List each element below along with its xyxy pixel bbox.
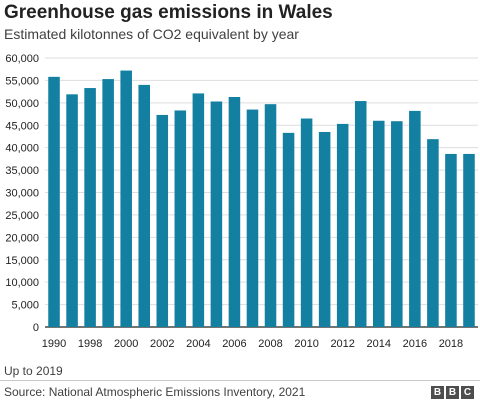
bar-2007 (246, 109, 259, 327)
x-tick-label: 2008 (258, 338, 282, 350)
y-tick-label: 35,000 (5, 165, 39, 177)
bar-2010 (300, 118, 313, 328)
y-tick-label: 5,000 (11, 300, 39, 312)
bar-2011 (318, 131, 331, 327)
logo-letter-b1: B (431, 386, 444, 399)
footnote: Up to 2019 (4, 364, 63, 378)
y-tick-label: 15,000 (5, 255, 39, 267)
bar-2003 (174, 110, 187, 327)
bar-2015 (391, 121, 403, 327)
chart-subtitle: Estimated kilotonnes of CO2 equivalent b… (4, 26, 299, 42)
footer-divider (0, 380, 480, 381)
x-tick-label: 2000 (114, 338, 138, 350)
source-text: Source: National Atmospheric Emissions I… (4, 385, 306, 399)
y-tick-label: 60,000 (5, 53, 39, 65)
x-tick-label: 2012 (330, 338, 354, 350)
x-axis-labels: 1990 1998 2000 2002 2004 2006 2008 2010 2012 2014… (42, 338, 463, 350)
y-tick-label: 25,000 (5, 210, 39, 222)
y-tick-label: 55,000 (5, 75, 39, 87)
x-tick-label: 2014 (367, 338, 391, 350)
bar-2019 (463, 153, 475, 327)
chart-title: Greenhouse gas emissions in Wales (4, 2, 333, 23)
y-tick-label: 20,000 (5, 232, 39, 244)
x-tick-label: 2006 (222, 338, 246, 350)
bar-2017 (427, 139, 439, 327)
bar-2009 (282, 132, 295, 327)
y-tick-label: 40,000 (5, 143, 39, 155)
bar-2016 (409, 110, 421, 327)
bar-1999 (102, 79, 114, 327)
bar-2006 (228, 97, 241, 327)
y-tick-label: 0 (33, 322, 39, 334)
logo-letter-c: C (461, 386, 474, 399)
bar-1995 (66, 94, 78, 327)
x-tick-label: 2004 (186, 338, 210, 350)
x-tick-label: 2010 (294, 338, 318, 350)
bar-2018 (445, 153, 457, 327)
bar-2002 (156, 114, 169, 328)
bars (48, 70, 475, 328)
x-tick-label: 1990 (42, 338, 66, 350)
y-tick-label: 50,000 (5, 98, 39, 110)
bar-1998 (84, 88, 96, 327)
bar-2014 (372, 120, 385, 328)
bar-2012 (336, 123, 349, 327)
x-tick-label: 2016 (403, 338, 427, 350)
x-tick-label: 2002 (150, 338, 174, 350)
bar-1990 (48, 76, 60, 327)
bar-2005 (210, 101, 223, 327)
bar-2013 (354, 101, 367, 327)
bbc-logo: B B C (431, 386, 474, 399)
y-tick-label: 30,000 (5, 188, 39, 200)
y-tick-label: 10,000 (5, 277, 39, 289)
bar-chart: 0 5,000 10,000 15,000 20,000 25,000 30,000 35,0… (5, 53, 478, 350)
bar-2000 (120, 70, 132, 327)
x-tick-label: 2018 (439, 338, 463, 350)
logo-letter-b2: B (446, 386, 459, 399)
x-tick-label: 1998 (78, 338, 102, 350)
y-axis-labels: 0 5,000 10,000 15,000 20,000 25,000 30,000 35,0… (5, 53, 39, 334)
bar-2004 (192, 93, 205, 327)
bar-2001 (138, 84, 151, 328)
y-tick-label: 45,000 (5, 120, 39, 132)
bar-2008 (264, 104, 277, 327)
grid-lines (45, 57, 478, 328)
